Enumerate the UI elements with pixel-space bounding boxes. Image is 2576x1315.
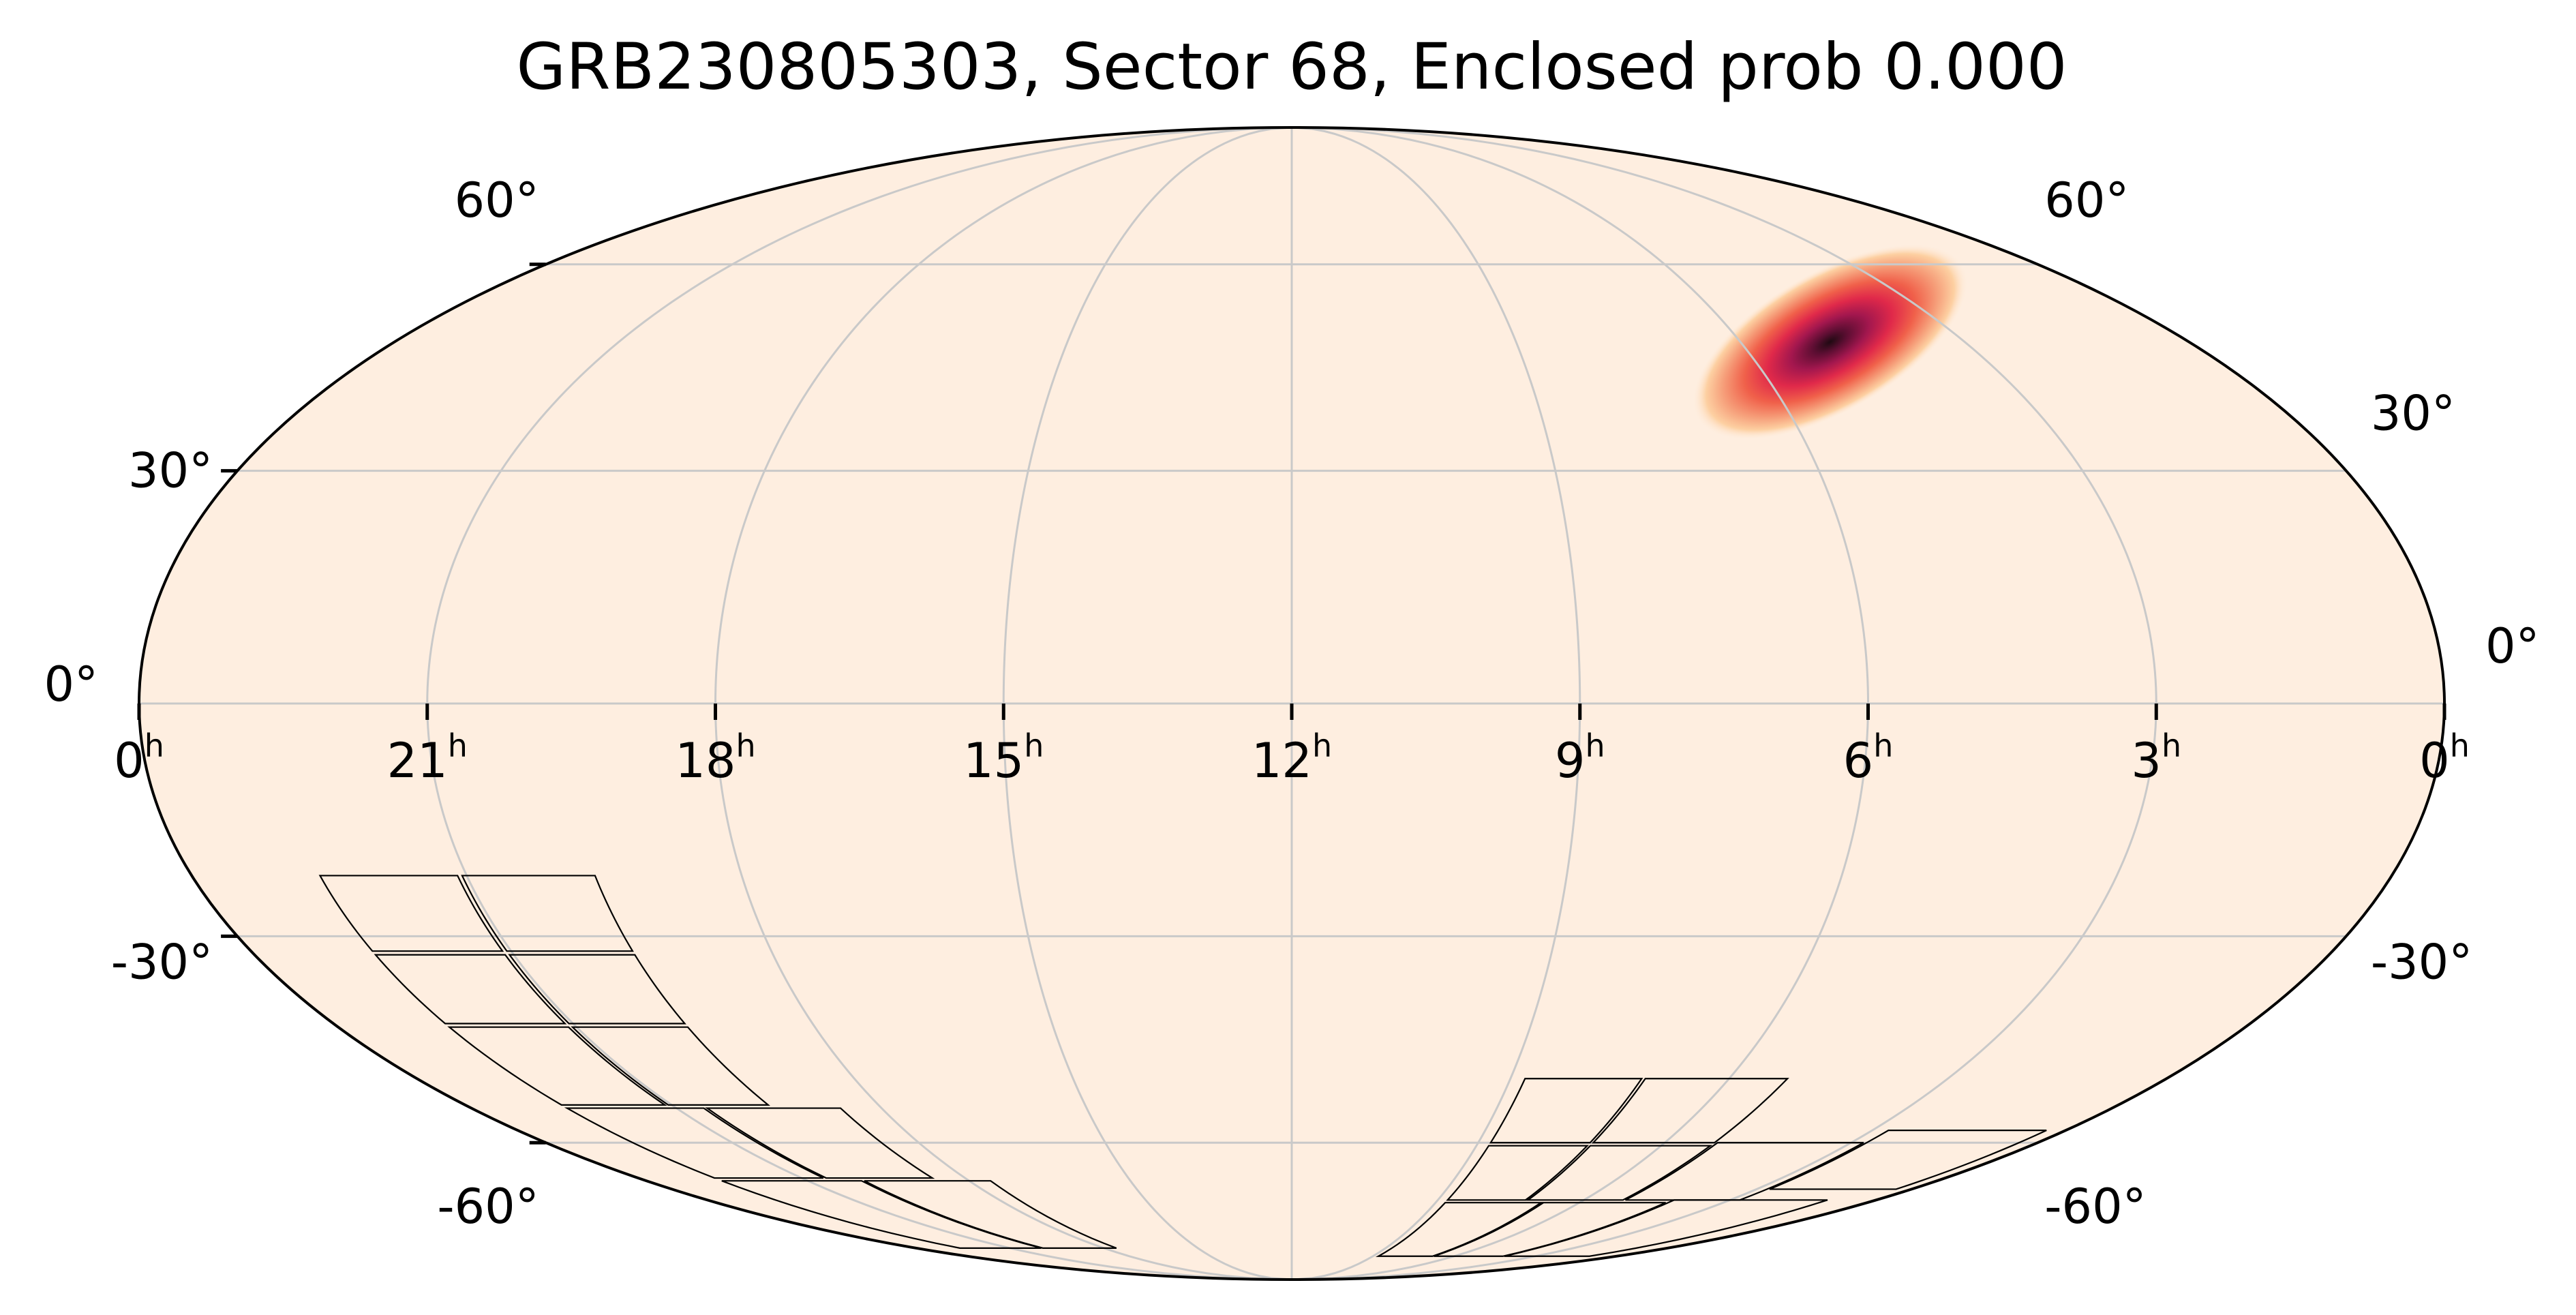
ra-tick-value: 21 bbox=[387, 733, 448, 789]
dec-tick-label-left: -30° bbox=[111, 934, 213, 990]
dec-tick-label-left: 30° bbox=[128, 443, 213, 499]
ccd-footprint-west-5 bbox=[1769, 1130, 2047, 1190]
ra-tick-value: 3 bbox=[2131, 733, 2162, 789]
tess-ccd-footprints bbox=[318, 875, 2047, 1257]
ccd-footprint-west-3 bbox=[1526, 1145, 1713, 1201]
ra-tick-label: 9h bbox=[1555, 727, 1605, 789]
ra-tick-label: 0h bbox=[2419, 727, 2470, 789]
ra-tick-value: 18 bbox=[675, 733, 736, 789]
ccd-footprint-west-0 bbox=[1489, 1078, 1643, 1144]
ccd-footprint-west-8 bbox=[1504, 1199, 1828, 1257]
ccd-footprint-east-9 bbox=[864, 1180, 1117, 1249]
ra-tick-unit: h bbox=[2162, 727, 2181, 764]
ra-tick-value: 0 bbox=[2419, 733, 2450, 789]
ra-tick-value: 9 bbox=[1555, 733, 1586, 789]
ra-tick-unit: h bbox=[1024, 727, 1044, 764]
ccd-footprint-east-3 bbox=[508, 954, 686, 1025]
ccd-footprint-east-2 bbox=[374, 954, 567, 1025]
dec-tick-label-left: -60° bbox=[437, 1179, 539, 1235]
dec-tick-label-left: 0° bbox=[44, 656, 98, 712]
ra-tick-value: 12 bbox=[1252, 733, 1312, 789]
dec-tick-label-right: 0° bbox=[2485, 618, 2540, 674]
axis-ticks bbox=[137, 262, 2446, 1145]
ra-tick-label: 0h bbox=[114, 727, 164, 789]
dec-tick-label-right: -30° bbox=[2371, 934, 2472, 990]
ra-tick-label: 21h bbox=[387, 727, 468, 789]
ra-tick-unit: h bbox=[1312, 727, 1332, 764]
ra-tick-value: 0 bbox=[114, 733, 145, 789]
ra-tick-unit: h bbox=[2450, 727, 2470, 764]
ccd-footprint-west-6 bbox=[1375, 1202, 1544, 1257]
ra-tick-label: 12h bbox=[1252, 727, 1332, 789]
ra-tick-unit: h bbox=[145, 727, 164, 764]
ccd-footprint-east-4 bbox=[447, 1026, 667, 1106]
ra-tick-label: 6h bbox=[1843, 727, 1894, 789]
ccd-footprint-east-0 bbox=[318, 875, 504, 952]
dec-tick-label-right: 60° bbox=[2044, 172, 2129, 228]
ccd-footprint-east-1 bbox=[461, 875, 634, 952]
ccd-footprint-west-2 bbox=[1446, 1145, 1590, 1201]
chart-title: GRB230805303, Sector 68, Enclosed prob 0… bbox=[516, 30, 2067, 104]
ra-tick-label: 18h bbox=[675, 727, 755, 789]
ra-tick-label: 3h bbox=[2131, 727, 2181, 789]
ccd-footprint-east-6 bbox=[564, 1107, 824, 1179]
ra-tick-value: 6 bbox=[1843, 733, 1874, 789]
dec-tick-label-right: -60° bbox=[2044, 1179, 2146, 1235]
ra-tick-label: 15h bbox=[963, 727, 1044, 789]
ccd-footprint-west-1 bbox=[1591, 1078, 1789, 1144]
dec-tick-label-right: 30° bbox=[2371, 386, 2455, 442]
ra-tick-unit: h bbox=[1873, 727, 1893, 764]
ccd-footprint-east-7 bbox=[705, 1107, 935, 1179]
dec-tick-label-left: 60° bbox=[455, 172, 539, 228]
ra-tick-unit: h bbox=[1585, 727, 1605, 764]
ccd-footprint-east-5 bbox=[571, 1026, 770, 1106]
ra-tick-unit: h bbox=[736, 727, 755, 764]
ra-tick-unit: h bbox=[448, 727, 468, 764]
ra-tick-value: 15 bbox=[963, 733, 1024, 789]
ccd-footprint-west-7 bbox=[1434, 1202, 1667, 1257]
ccd-footprint-east-8 bbox=[721, 1180, 1042, 1249]
